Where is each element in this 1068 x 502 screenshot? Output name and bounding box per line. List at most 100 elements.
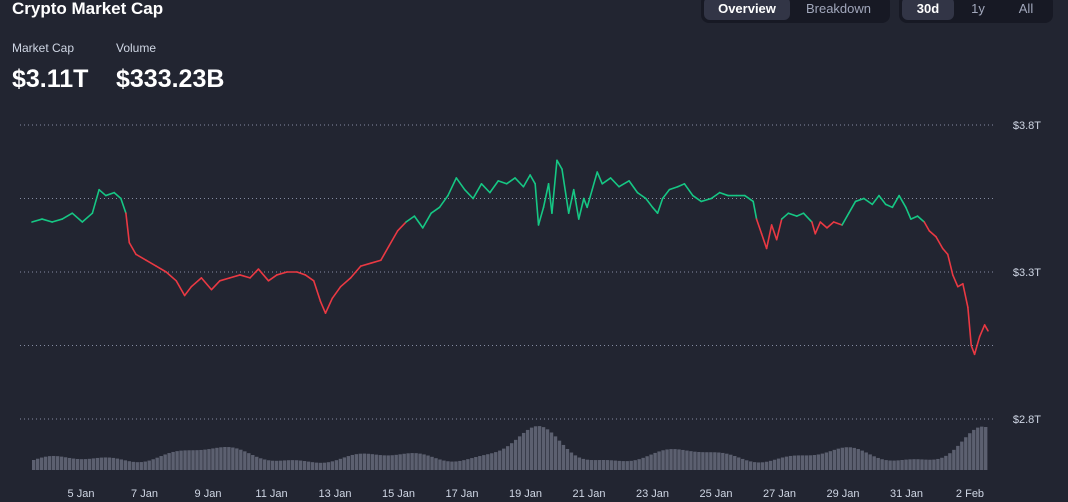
volume-bar	[661, 450, 665, 470]
volume-bar	[454, 461, 458, 470]
volume-bar	[370, 454, 374, 470]
volume-bar	[506, 446, 510, 470]
series-line-segment	[438, 194, 449, 209]
series-line-segment	[145, 259, 157, 267]
series-line-segment	[591, 171, 599, 191]
volume-bar	[725, 453, 729, 470]
series-line-segment	[755, 218, 763, 235]
volume-bar	[848, 447, 852, 470]
volume-bar	[255, 456, 259, 470]
volume-bar	[430, 456, 434, 470]
series-line-segment	[91, 188, 100, 214]
series-line-segment	[928, 230, 937, 238]
volume-bar	[852, 447, 856, 470]
range-all[interactable]: All	[1018, 1, 1034, 16]
volume-bar	[820, 453, 825, 470]
volume-bar	[83, 459, 88, 470]
volume-bar	[91, 458, 96, 470]
series-line-segment	[421, 212, 432, 229]
series-line-segment	[710, 191, 721, 200]
volume-bar	[884, 460, 888, 470]
series-line-segment	[811, 221, 817, 235]
series-line-segment	[183, 285, 193, 297]
volume-bar	[39, 457, 44, 470]
series-line-segment	[547, 183, 553, 214]
series-line-segment	[718, 191, 729, 197]
volume-bar	[525, 429, 530, 470]
series-line-segment	[775, 218, 783, 241]
volume-bar	[673, 449, 677, 470]
volume-bar	[203, 449, 207, 470]
volume-bar	[314, 462, 319, 470]
range-1y[interactable]: 1y	[971, 1, 985, 16]
volume-bar	[561, 444, 566, 470]
volume-bar	[71, 458, 76, 470]
volume-bar	[378, 455, 382, 470]
volume-bar	[199, 449, 203, 470]
series-line-segment	[71, 212, 84, 223]
volume-bar	[824, 452, 829, 470]
volume-bar	[382, 455, 386, 470]
tab-breakdown[interactable]: Breakdown	[805, 1, 872, 16]
volume-bar	[565, 449, 570, 470]
series-line-segment	[780, 212, 790, 220]
volume-bar	[438, 459, 442, 470]
volume-bar	[247, 453, 251, 470]
volume-bar	[47, 456, 52, 470]
volume-bar	[195, 450, 199, 470]
volume-bar	[788, 455, 793, 470]
series-line-segment	[388, 230, 399, 247]
volume-bar	[709, 452, 713, 470]
series-line-segment	[910, 215, 919, 220]
volume-bar	[840, 447, 844, 470]
series-line-segment	[951, 274, 959, 288]
series-line-segment	[795, 212, 805, 217]
volume-bar	[856, 449, 860, 470]
page-title: Crypto Market Cap	[12, 0, 164, 18]
volume-bar	[589, 460, 594, 470]
volume-bar	[553, 436, 558, 470]
volume-bar	[892, 460, 896, 470]
volume-bar	[649, 454, 653, 470]
range-30d[interactable]: 30d	[902, 0, 954, 20]
volume-bar	[290, 460, 295, 470]
volume-bar	[183, 450, 187, 470]
x-tick-label: 27 Jan	[763, 488, 796, 500]
series-line-segment	[916, 215, 926, 223]
volume-bar	[446, 461, 450, 470]
volume-bar	[406, 453, 410, 470]
volume-bar	[832, 449, 837, 470]
series-line-segment	[609, 177, 620, 188]
tab-overview[interactable]: Overview	[704, 0, 790, 20]
series-line-segment	[210, 280, 221, 291]
series-line-segment	[98, 188, 107, 197]
series-line-segment	[537, 206, 545, 226]
x-tick-label: 2 Feb	[956, 488, 984, 500]
volume-bar	[490, 453, 494, 470]
series-line-segment	[700, 197, 713, 203]
x-tick-label: 23 Jan	[636, 488, 669, 500]
series-line-segment	[891, 194, 900, 209]
series-line-segment	[967, 306, 973, 347]
volume-bar	[259, 458, 263, 470]
volume-bar	[645, 456, 649, 470]
volume-bar	[760, 462, 765, 470]
volume-bar	[155, 457, 159, 470]
volume-label: Volume	[116, 41, 157, 55]
volume-bar	[669, 449, 673, 470]
volume-bar	[984, 427, 988, 470]
series-line-segment	[480, 183, 491, 194]
series-line-segment	[369, 259, 382, 264]
volume-bar	[474, 457, 478, 470]
volume-bar	[896, 460, 900, 470]
series-line-segment	[324, 297, 334, 314]
series-line-segment	[229, 274, 241, 279]
volume-bar	[601, 459, 605, 470]
volume-bar	[318, 462, 323, 470]
market-cap-value: $3.11T	[12, 65, 89, 93]
y-tick-label: $3.3T	[1013, 267, 1041, 279]
series-line-segment	[556, 159, 563, 170]
series-line-segment	[128, 241, 137, 256]
volume-bar	[211, 448, 215, 470]
